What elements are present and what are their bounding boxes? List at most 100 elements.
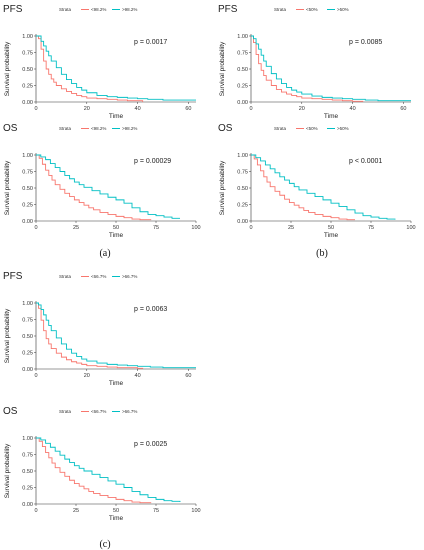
legend-label-high: >98.2%	[122, 126, 137, 131]
y-tick-label: 1.00	[22, 153, 33, 159]
y-axis-label: Survival probability	[4, 443, 11, 498]
y-tick-label: 0.75	[22, 452, 33, 458]
p-value: p = 0.00029	[134, 158, 171, 165]
x-tick-label: 100	[406, 225, 415, 231]
p-value: p = 0.0063	[134, 306, 167, 313]
km-plot-pfs: PFS Strata <98.2% >98.2% 0.00 0.25 0.50 0.75 1.0…	[3, 4, 196, 120]
x-tick-label: 20	[84, 106, 90, 112]
y-tick-label: 0.75	[22, 317, 33, 323]
x-tick-label: 20	[299, 106, 305, 112]
y-axis-label: Survival probability	[4, 308, 11, 363]
km-curve-low	[36, 302, 144, 369]
p-value: p < 0.0001	[349, 158, 382, 165]
y-tick-label: 0.00	[237, 219, 248, 225]
y-tick-label: 0.75	[22, 169, 33, 175]
x-tick-label: 40	[135, 373, 141, 379]
x-axis-label: Time	[109, 232, 124, 239]
y-tick-label: 0.00	[22, 219, 33, 225]
y-tick-label: 0.00	[22, 100, 33, 106]
panel-label: (b)	[316, 248, 328, 259]
x-tick-label: 40	[135, 106, 141, 112]
km-curve-high	[36, 35, 196, 101]
legend-label-high: >50%	[337, 126, 349, 131]
legend: Strata <66.7% >66.7%	[59, 409, 137, 414]
y-tick-label: 0.50	[237, 186, 248, 192]
x-tick-label: 50	[113, 508, 119, 514]
panel-2: PFS Strata <66.7% >66.7% 0.00 0.25 0.50 0.75 1.0…	[3, 271, 201, 550]
km-plot-pfs: PFS Strata <50% >50% 0.00 0.25 0.50 0.75 1.00 0 20…	[218, 4, 411, 120]
y-tick-label: 0.50	[237, 67, 248, 73]
x-tick-label: 75	[368, 225, 374, 231]
x-tick-label: 0	[249, 106, 252, 112]
x-tick-label: 0	[34, 508, 37, 514]
y-tick-label: 0.50	[22, 469, 33, 475]
x-tick-label: 0	[34, 225, 37, 231]
legend: Strata <50% >50%	[274, 7, 349, 12]
legend-label-high: >50%	[337, 7, 349, 12]
km-curve-high	[251, 35, 411, 102]
legend-title: Strata	[59, 274, 72, 279]
y-tick-label: 1.00	[237, 153, 248, 159]
legend-label-low: <98.2%	[91, 126, 106, 131]
plot-title: OS	[218, 123, 233, 134]
legend-title: Strata	[274, 7, 287, 12]
x-tick-label: 0	[34, 373, 37, 379]
legend-label-low: <98.2%	[91, 7, 106, 12]
x-tick-label: 25	[73, 508, 79, 514]
x-axis-label: Time	[324, 113, 339, 120]
legend-title: Strata	[59, 7, 72, 12]
x-tick-label: 0	[34, 106, 37, 112]
y-tick-label: 1.00	[237, 34, 248, 40]
y-tick-label: 0.75	[237, 169, 248, 175]
y-tick-label: 0.00	[237, 100, 248, 106]
x-tick-label: 60	[185, 106, 191, 112]
x-tick-label: 75	[153, 508, 159, 514]
legend-label-high: >66.7%	[122, 274, 137, 279]
legend-title: Strata	[59, 409, 72, 414]
x-tick-label: 20	[84, 373, 90, 379]
plot-title: PFS	[3, 271, 23, 282]
legend-label-low: <50%	[306, 126, 318, 131]
x-tick-label: 75	[153, 225, 159, 231]
y-tick-label: 0.00	[22, 502, 33, 508]
km-curve-high	[36, 437, 181, 503]
x-tick-label: 50	[328, 225, 334, 231]
legend-label-low: <66.7%	[91, 409, 106, 414]
km-plot-os: OS Strata <50% >50% 0.00 0.25 0.50 0.75 1.00 0 25 5…	[218, 123, 416, 239]
legend: Strata <50% >50%	[274, 126, 349, 131]
y-tick-label: 1.00	[22, 301, 33, 307]
x-axis-label: Time	[324, 232, 339, 239]
km-curve-high	[36, 302, 196, 369]
y-tick-label: 0.25	[237, 83, 248, 89]
y-axis-label: Survival probability	[219, 41, 226, 96]
x-axis-label: Time	[109, 380, 124, 387]
km-plot-os: OS Strata <98.2% >98.2% 0.00 0.25 0.50 0.75 1.00…	[3, 123, 201, 239]
y-tick-label: 0.50	[22, 334, 33, 340]
y-tick-label: 0.50	[22, 67, 33, 73]
y-tick-label: 0.75	[22, 50, 33, 56]
x-tick-label: 50	[113, 225, 119, 231]
km-curve-low	[36, 154, 152, 221]
y-tick-label: 0.25	[22, 485, 33, 491]
plot-title: OS	[3, 123, 18, 134]
p-value: p = 0.0085	[349, 39, 382, 46]
km-curve-high	[251, 154, 396, 220]
y-tick-label: 0.25	[237, 202, 248, 208]
y-tick-label: 1.00	[22, 34, 33, 40]
plot-title: OS	[3, 406, 18, 417]
legend: Strata <98.2% >98.2%	[59, 126, 137, 131]
plot-title: PFS	[3, 4, 23, 15]
x-tick-label: 40	[350, 106, 356, 112]
legend-title: Strata	[59, 126, 72, 131]
panel-1: PFS Strata <50% >50% 0.00 0.25 0.50 0.75 1.00 0 20…	[218, 4, 416, 259]
x-axis-label: Time	[109, 515, 124, 522]
y-axis-label: Survival probability	[219, 160, 226, 215]
p-value: p = 0.0025	[134, 441, 167, 448]
km-curve-low	[36, 35, 144, 102]
panel-0: PFS Strata <98.2% >98.2% 0.00 0.25 0.50 0.75 1.0…	[3, 4, 201, 259]
x-tick-label: 100	[191, 508, 200, 514]
x-tick-label: 25	[288, 225, 294, 231]
x-axis-label: Time	[109, 113, 124, 120]
km-curve-high	[36, 154, 180, 219]
